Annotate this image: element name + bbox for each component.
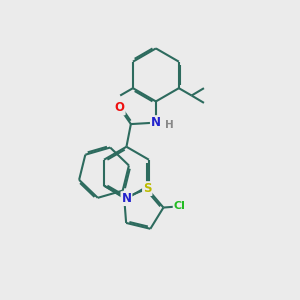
Text: S: S bbox=[143, 182, 152, 195]
Text: Cl: Cl bbox=[174, 201, 185, 211]
Text: N: N bbox=[151, 116, 161, 129]
Text: N: N bbox=[122, 192, 131, 205]
Text: H: H bbox=[165, 120, 174, 130]
Text: O: O bbox=[115, 101, 125, 114]
